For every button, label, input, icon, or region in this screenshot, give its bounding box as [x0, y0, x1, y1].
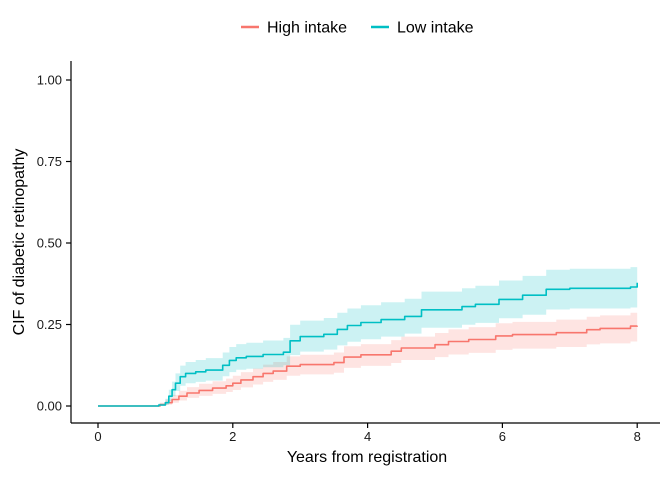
y-tick-label-3: 0.75 — [37, 154, 62, 169]
plot-panel — [98, 261, 638, 407]
x-tick-label-0: 0 — [94, 429, 101, 444]
legend: High intake Low intake — [241, 20, 474, 37]
cif-curve-low-intake — [98, 282, 638, 407]
x-axis-title: Years from registration — [287, 449, 447, 466]
confidence-band-low-intake — [98, 261, 638, 406]
y-tick-label-0: 0.00 — [37, 399, 62, 414]
x-tick-label-1: 2 — [229, 429, 236, 444]
cif-curve-high-intake — [98, 325, 638, 407]
x-tick-label-2: 4 — [364, 429, 371, 444]
y-tick-label-2: 0.50 — [37, 236, 62, 251]
x-tick-label-3: 6 — [499, 429, 506, 444]
legend-label-high-intake: High intake — [267, 20, 347, 37]
x-tick-label-4: 8 — [634, 429, 641, 444]
y-axis-ticks: 0.00 0.25 0.50 0.75 1.00 — [37, 73, 71, 414]
y-tick-label-4: 1.00 — [37, 73, 62, 88]
x-axis-ticks: 0 2 4 6 8 — [94, 423, 641, 444]
y-axis-title: CIF of diabetic retinopathy — [11, 149, 28, 336]
y-tick-label-1: 0.25 — [37, 317, 62, 332]
legend-label-low-intake: Low intake — [397, 20, 474, 37]
